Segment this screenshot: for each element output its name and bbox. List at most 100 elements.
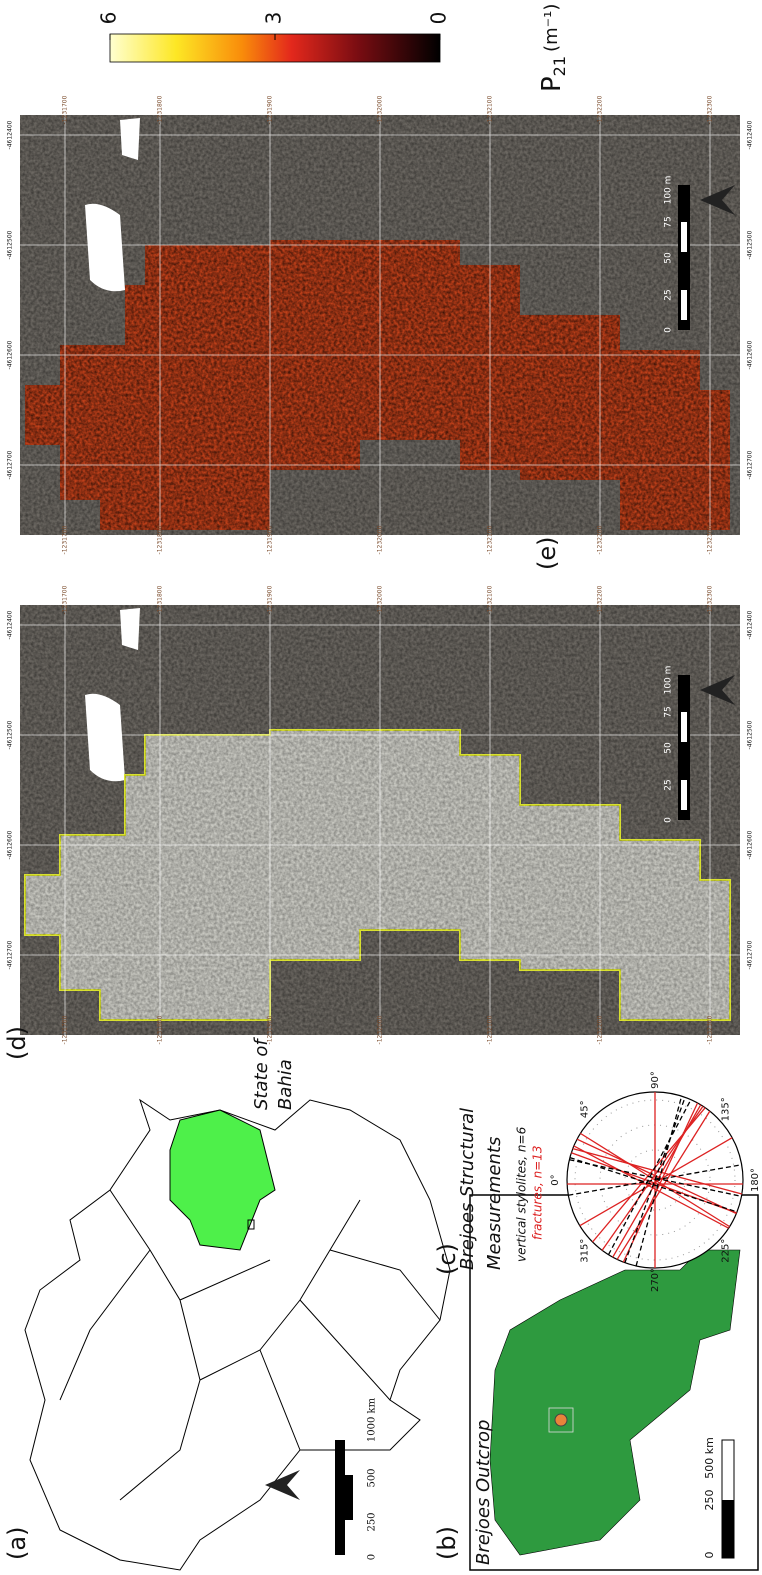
grid-label: -1231700	[62, 525, 69, 554]
azimuth-label: 315°	[579, 1239, 590, 1263]
grid-label: -4612600	[7, 340, 14, 369]
scale-label: 0	[367, 1554, 378, 1560]
stylolite	[569, 1159, 742, 1197]
scale-label: 100 m	[664, 666, 674, 695]
symbol: P	[537, 76, 567, 92]
title: Measurements	[484, 1137, 505, 1270]
grid-label: -1231700	[62, 1015, 69, 1044]
grid-label: -4612400	[7, 120, 14, 149]
title: Brejoes Structural	[457, 1108, 478, 1270]
grid-label: -1231900	[267, 525, 274, 554]
scale-label: 0	[664, 327, 674, 333]
colorbar-tick-label: 6	[97, 12, 121, 25]
colorbar-tick-label: 0	[427, 12, 451, 25]
grid-label: -1231900	[267, 1015, 274, 1044]
scale-label: 50	[664, 252, 674, 264]
azimuth-label: 225°	[721, 1239, 732, 1263]
grid-label: -1232000	[377, 1015, 384, 1044]
panel-label: (b)	[433, 1526, 461, 1560]
grid-label: -4612600	[7, 830, 14, 859]
grid-label: -4612600	[747, 830, 754, 859]
scale-label: 1000 km	[367, 1397, 378, 1442]
grid-label: -4612700	[747, 450, 754, 479]
grid-label: -4612500	[7, 720, 14, 749]
fracture	[592, 1107, 706, 1243]
grid-label: -1232200	[597, 525, 604, 554]
grid-label: -4612700	[7, 940, 14, 969]
stylolite	[607, 1099, 692, 1256]
grid-label: -1232000	[377, 95, 384, 124]
fracture	[579, 1137, 733, 1227]
scale-label: 250	[703, 1490, 716, 1511]
grid-label: -1232000	[377, 525, 384, 554]
scale-e	[678, 185, 735, 330]
grid-label: -1232300	[707, 1015, 714, 1044]
grid-label: -1231800	[157, 95, 164, 124]
fracture	[622, 1102, 699, 1263]
grid-label: -1231700	[62, 95, 69, 124]
grid-label: -1232000	[377, 585, 384, 614]
colorbar-tick-label: 3	[262, 12, 286, 25]
stylolite	[569, 1156, 738, 1213]
grid-label: -1232100	[487, 95, 494, 124]
panel-label: (c)	[433, 1243, 461, 1275]
grid-label: -1231700	[62, 585, 69, 614]
map-e	[20, 115, 740, 535]
scale-label: 500	[367, 1468, 378, 1487]
grid-label: -4612600	[747, 340, 754, 369]
grid-label: -1231800	[157, 585, 164, 614]
scale-label: 25	[664, 779, 674, 790]
grid-label: -4612500	[7, 230, 14, 259]
grid-label: -4612700	[747, 940, 754, 969]
grid-label: -4612500	[747, 720, 754, 749]
scale-label: 0	[664, 817, 674, 823]
grid-label: -1231800	[157, 525, 164, 554]
grid-label: -1232200	[597, 1015, 604, 1044]
grid-label: -4612400	[747, 120, 754, 149]
map-a	[24, 1098, 451, 1571]
panel-label: (d)	[3, 1026, 31, 1060]
stereonet	[566, 1091, 744, 1269]
grid-label: -4612700	[7, 450, 14, 479]
azimuth-label: 135°	[721, 1097, 732, 1121]
subscript: 21	[550, 56, 569, 76]
scale-d	[678, 675, 735, 820]
colorbar-label: P21 (m⁻¹)	[537, 4, 569, 92]
scale-label: 75	[664, 706, 674, 717]
panel-label: (a)	[3, 1527, 31, 1560]
region-label: State of	[251, 1037, 272, 1110]
azimuth-label: 90°	[650, 1071, 661, 1089]
grid-label: -1231900	[267, 585, 274, 614]
grid-label: -1232200	[597, 585, 604, 614]
legend-entry: vertical stylolites, n=6	[515, 1126, 529, 1262]
grid-label: -4612500	[747, 230, 754, 259]
grid-label: -1232100	[487, 1015, 494, 1044]
scale-label: 50	[664, 742, 674, 754]
scale-label: 500 km	[703, 1437, 716, 1479]
map-d	[20, 605, 740, 1035]
region-label: Bahia	[275, 1059, 296, 1110]
fracture	[573, 1145, 729, 1229]
azimuth-label: 45°	[579, 1100, 590, 1118]
scale-label: 100 m	[664, 176, 674, 205]
stylolite	[635, 1095, 683, 1267]
fracture	[572, 1148, 743, 1195]
grid-label: -4612400	[747, 610, 754, 639]
grid-label: -1232100	[487, 585, 494, 614]
azimuth-label: 270°	[650, 1268, 661, 1292]
grid-label: -1231800	[157, 1015, 164, 1044]
grid-label: -1232200	[597, 95, 604, 124]
scale-label: 25	[664, 289, 674, 300]
unit: (m⁻¹)	[541, 4, 562, 52]
grid-label: -1232100	[487, 525, 494, 554]
grid-label: -1232300	[707, 95, 714, 124]
legend-entry: fractures, n=13	[531, 1145, 545, 1240]
stylolite	[568, 1164, 742, 1196]
grid-label: -1232300	[707, 585, 714, 614]
grid-label: -1232300	[707, 525, 714, 554]
grid-label: -1231900	[267, 95, 274, 124]
scale-label: 250	[367, 1512, 378, 1531]
panel-label: (e)	[533, 537, 561, 571]
grid-label: -4612400	[7, 610, 14, 639]
